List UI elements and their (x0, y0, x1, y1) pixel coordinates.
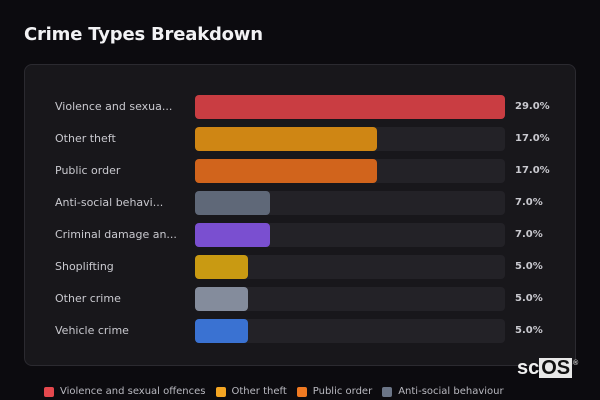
bar-fill[interactable] (195, 223, 270, 247)
bar-fill[interactable] (195, 127, 377, 151)
legend-item[interactable]: Public order (296, 386, 373, 397)
bar-fill[interactable] (195, 319, 249, 343)
bar-row[interactable]: Shoplifting 5.0% (25, 255, 577, 279)
bar-row[interactable]: Vehicle crime 5.0% (25, 319, 577, 343)
logo-prefix: sc (517, 357, 540, 379)
bar-label: Criminal damage an... (55, 228, 177, 241)
bar-track (195, 287, 505, 311)
bar-track (195, 191, 505, 215)
bar-label: Shoplifting (55, 260, 114, 273)
bar-fill[interactable] (195, 255, 249, 279)
bar-value: 5.0% (515, 261, 543, 272)
bar-value: 5.0% (515, 325, 543, 336)
bar-track (195, 127, 505, 151)
bar-value: 17.0% (515, 133, 550, 144)
bar-track (195, 223, 505, 247)
legend-label: Public order (312, 386, 373, 397)
bar-fill[interactable] (195, 191, 270, 215)
bar-row[interactable]: Criminal damage an... 7.0% (25, 223, 577, 247)
registered-mark: ® (573, 360, 579, 367)
bar-row[interactable]: Violence and sexua... 29.0% (25, 95, 577, 119)
bar-track (195, 159, 505, 183)
bar-fill[interactable] (195, 159, 377, 183)
legend-label: Violence and sexual offences (60, 386, 206, 397)
legend-label: Other theft (231, 386, 287, 397)
legend-label: Anti-social behaviour (398, 386, 504, 397)
legend-swatch-icon (296, 386, 307, 397)
chart-card: Violence and sexua... 29.0% Other theft … (24, 64, 576, 366)
bar-track (195, 95, 505, 119)
bar-value: 17.0% (515, 165, 550, 176)
legend-swatch-icon (44, 386, 54, 397)
page-title: Crime Types Breakdown (24, 24, 263, 45)
bar-value: 29.0% (515, 101, 550, 112)
bar-fill[interactable] (195, 95, 505, 119)
bar-row[interactable]: Other theft 17.0% (25, 127, 577, 151)
bar-row[interactable]: Anti-social behavi... 7.0% (25, 191, 577, 215)
bar-row[interactable]: Other crime 5.0% (25, 287, 577, 311)
bar-track (195, 319, 505, 343)
chart-legend: Violence and sexual offences Other theft… (44, 386, 504, 397)
legend-item[interactable]: Other theft (215, 386, 287, 397)
bar-value: 7.0% (515, 197, 543, 208)
bar-label: Public order (55, 164, 121, 177)
scos-logo: sc OS ® (517, 358, 578, 378)
bar-label: Vehicle crime (55, 324, 129, 337)
bar-label: Other crime (55, 292, 121, 305)
bar-fill[interactable] (195, 287, 249, 311)
legend-item[interactable]: Anti-social behaviour (382, 386, 504, 397)
legend-swatch-icon (382, 386, 393, 397)
logo-highlight: OS (539, 357, 573, 379)
bar-label: Anti-social behavi... (55, 196, 164, 209)
bar-row[interactable]: Public order 17.0% (25, 159, 577, 183)
bar-label: Other theft (55, 132, 116, 145)
bar-value: 5.0% (515, 293, 543, 304)
bar-label: Violence and sexua... (55, 100, 173, 113)
legend-swatch-icon (215, 386, 226, 397)
bar-track (195, 255, 505, 279)
legend-item[interactable]: Violence and sexual offences (44, 386, 206, 397)
bar-value: 7.0% (515, 229, 543, 240)
